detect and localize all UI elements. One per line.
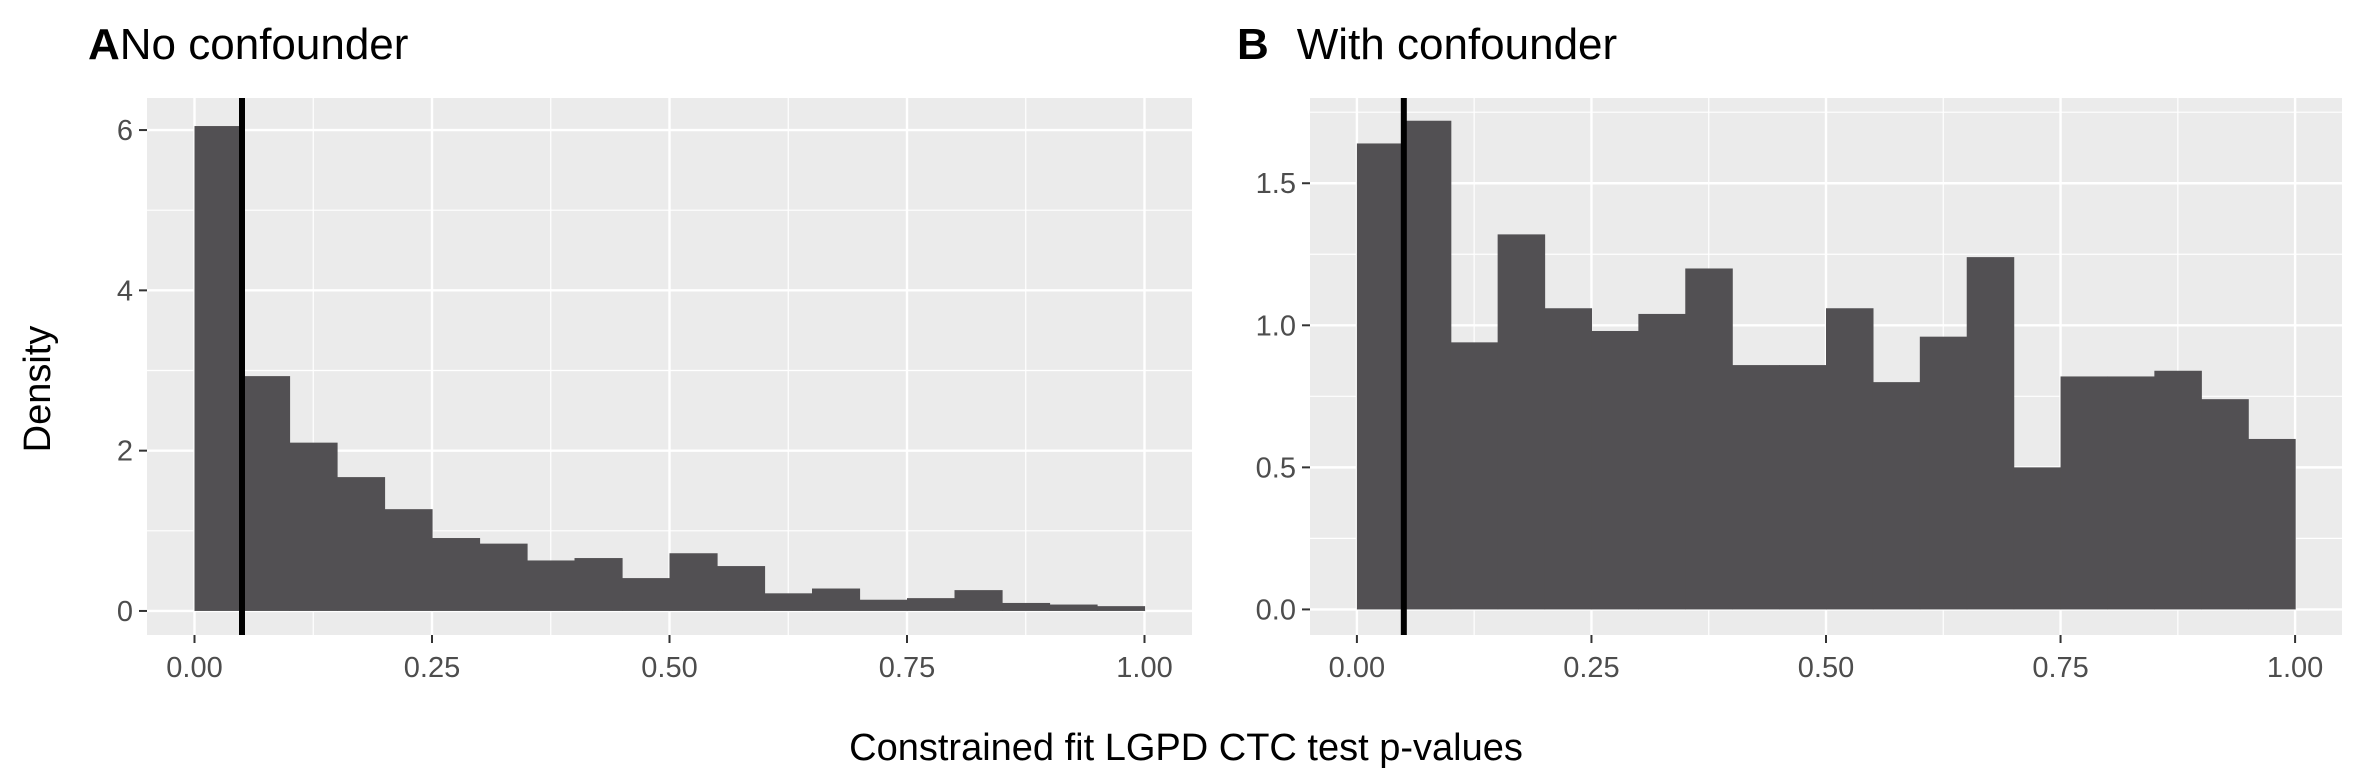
histogram-bar xyxy=(669,553,718,611)
histogram-bar xyxy=(812,588,861,611)
histogram-bar xyxy=(622,578,671,611)
x-tick-label: 0.25 xyxy=(1563,652,1619,684)
histogram-bar xyxy=(1919,336,1968,610)
histogram-bar xyxy=(859,599,908,611)
y-tick-label: 4 xyxy=(117,275,133,307)
histogram-bar xyxy=(1591,330,1639,610)
histogram-bar xyxy=(337,477,386,611)
histogram-bar xyxy=(2154,370,2202,610)
panel-b: B With confounder 0.00 0.25 0.50 0.75 1.00 0.0… xyxy=(1237,20,2342,684)
panel-a-tag: A xyxy=(88,20,120,69)
histogram-bar xyxy=(242,376,291,611)
histogram-bar xyxy=(717,566,766,611)
histogram-bar xyxy=(1097,606,1146,611)
panel-b-tag: B xyxy=(1237,20,1269,69)
histogram-bar xyxy=(907,598,956,611)
x-tick-label: 0.75 xyxy=(2032,652,2088,684)
y-tick-label: 0.0 xyxy=(1256,594,1296,626)
panel-b-title: With confounder xyxy=(1297,20,1617,69)
y-tick-label: 1.0 xyxy=(1256,310,1296,342)
x-tick-label: 0.50 xyxy=(641,652,697,684)
y-tick-label: 0.5 xyxy=(1256,452,1296,484)
histogram-bar xyxy=(574,558,623,611)
histogram-bar xyxy=(2013,467,2062,610)
y-tick-label: 2 xyxy=(117,436,133,468)
x-axis-title: Constrained fit LGPD CTC test p-values xyxy=(849,727,1523,769)
histogram-bar xyxy=(527,560,576,611)
histogram-bar xyxy=(1002,602,1051,611)
histogram-bar xyxy=(954,590,1003,611)
histogram-bar xyxy=(1049,604,1098,611)
histogram-bar xyxy=(384,509,433,611)
x-tick-label: 0.25 xyxy=(404,652,460,684)
x-tick-label: 1.00 xyxy=(2267,652,2323,684)
histogram-bar xyxy=(2107,376,2155,610)
histogram-bar xyxy=(764,593,813,611)
histogram-bar xyxy=(432,538,481,611)
panel-a-title: No confounder xyxy=(120,20,409,69)
x-tick-label: 0.50 xyxy=(1798,652,1854,684)
histogram-bar xyxy=(1497,234,1546,610)
histogram-bar xyxy=(1403,120,1452,610)
histogram-bar xyxy=(289,442,338,611)
histogram-bar xyxy=(1826,308,1874,610)
histogram-bar xyxy=(2201,399,2249,610)
panel-a: ANo confounder 0.00 0.25 0.50 0.75 1.00 0 2 4 6 xyxy=(88,20,1192,684)
histogram-bar xyxy=(1544,308,1593,610)
x-tick-label: 1.00 xyxy=(1116,652,1172,684)
histogram-bar xyxy=(1450,342,1499,610)
histogram-bar xyxy=(194,126,243,611)
y-tick-label: 0 xyxy=(117,596,133,628)
histogram-bar xyxy=(2060,376,2109,610)
x-tick-label: 0.00 xyxy=(1329,652,1385,684)
histogram-bar xyxy=(1732,365,1780,610)
histogram-bar xyxy=(1966,257,2015,610)
histogram-bar xyxy=(479,543,528,611)
histogram-bar xyxy=(1872,382,1921,610)
y-tick-label: 6 xyxy=(117,115,133,147)
histogram-bar xyxy=(2248,438,2296,610)
y-axis-title: Density xyxy=(17,326,59,453)
histogram-bar xyxy=(1779,365,1827,610)
histogram-bar xyxy=(1356,143,1405,610)
x-tick-label: 0.75 xyxy=(879,652,935,684)
x-tick-label: 0.00 xyxy=(166,652,222,684)
histogram-bar xyxy=(1685,268,1733,610)
svg-text:ANo confounder: ANo confounder xyxy=(88,20,408,69)
y-tick-label: 1.5 xyxy=(1256,168,1296,200)
histogram-bar xyxy=(1638,313,1686,610)
